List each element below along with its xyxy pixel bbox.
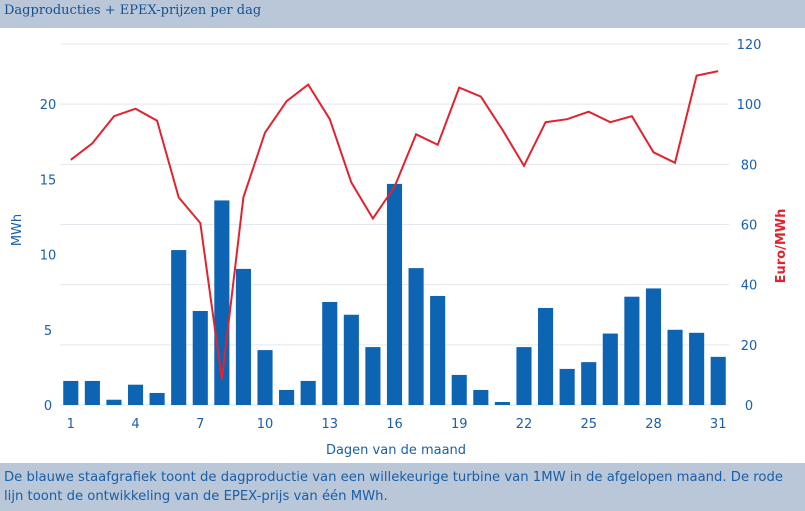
bar-day-2: [84, 380, 100, 405]
bar-day-6: [171, 250, 187, 405]
bar-day-17: [408, 268, 424, 405]
chart-caption: De blauwe staafgrafiek toont de dagprodu…: [4, 470, 783, 504]
left-tick-label: 5: [44, 324, 52, 339]
bar-day-4: [127, 384, 144, 405]
bar-day-31: [710, 356, 726, 405]
x-tick-label: 25: [580, 417, 597, 432]
bar-day-26: [602, 333, 618, 405]
x-tick-label: 10: [257, 417, 274, 432]
chart-area: 0 5 10 15 20 0 20 40 60 80 100 120 1 4 7 10 13 16 19 22 25…: [0, 28, 805, 463]
bar-day-9: [235, 268, 251, 405]
x-tick-label: 19: [451, 417, 468, 432]
right-tick-label: 60: [741, 219, 758, 234]
right-tick-label: 0: [745, 399, 753, 414]
right-tick-label: 100: [737, 98, 762, 113]
x-tick-label: 4: [131, 417, 139, 432]
bar-day-5: [149, 392, 165, 405]
combo-chart: 0 5 10 15 20 0 20 40 60 80 100 120 1 4 7 10 13 16 19 22 25…: [10, 38, 789, 458]
right-tick-label: 80: [741, 158, 758, 173]
left-axis-label: MWh: [10, 214, 25, 246]
right-tick-label: 20: [741, 339, 758, 354]
left-tick-label: 15: [40, 173, 57, 188]
bar-day-20: [473, 389, 489, 405]
left-tick-label: 10: [40, 249, 57, 264]
bar-day-1: [63, 380, 79, 405]
bar-day-14: [343, 314, 359, 405]
bar-day-16: [386, 183, 403, 405]
bar-day-11: [279, 389, 295, 405]
bar-day-21: [494, 401, 510, 405]
footer-bar: De blauwe staafgrafiek toont de dagprodu…: [0, 463, 805, 511]
bar-day-30: [689, 332, 705, 405]
bar-day-3: [106, 399, 122, 405]
right-axis-label: Euro/MWh: [774, 209, 789, 284]
x-tick-label: 22: [516, 417, 533, 432]
x-axis-ticks: 1 4 7 10 13 16 19 22 25 28 31: [67, 417, 727, 432]
bar-day-13: [322, 301, 338, 405]
x-tick-label: 16: [386, 417, 403, 432]
x-tick-label: 1: [67, 417, 75, 432]
bar-day-10: [257, 350, 273, 405]
bar-day-23: [538, 307, 554, 405]
x-axis-label: Dagen van de maand: [326, 443, 466, 458]
bar-day-29: [667, 329, 683, 405]
x-tick-label: 31: [710, 417, 727, 432]
bar-day-28: [645, 288, 662, 405]
header-bar: Dagproducties + EPEX-prijzen per dag: [0, 0, 805, 28]
left-axis-ticks: 0 5 10 15 20: [40, 98, 57, 414]
bar-day-18: [430, 295, 446, 405]
bar-day-19: [451, 374, 467, 405]
left-tick-label: 20: [40, 98, 57, 113]
bar-day-15: [365, 347, 381, 405]
bar-series: [63, 183, 726, 405]
bar-day-24: [559, 368, 575, 405]
x-tick-label: 13: [321, 417, 338, 432]
bar-day-22: [516, 347, 532, 405]
bar-day-27: [624, 296, 640, 405]
x-tick-label: 28: [645, 417, 662, 432]
left-tick-label: 0: [44, 399, 52, 414]
right-tick-label: 40: [741, 279, 758, 294]
price-line-series: [70, 70, 719, 380]
right-axis-ticks: 0 20 40 60 80 100 120: [737, 38, 762, 414]
right-tick-label: 120: [737, 38, 762, 53]
bar-day-25: [581, 362, 597, 405]
x-tick-label: 7: [196, 417, 204, 432]
bar-day-12: [300, 380, 316, 405]
page-title: Dagproducties + EPEX-prijzen per dag: [4, 3, 262, 18]
bar-day-7: [192, 310, 208, 405]
